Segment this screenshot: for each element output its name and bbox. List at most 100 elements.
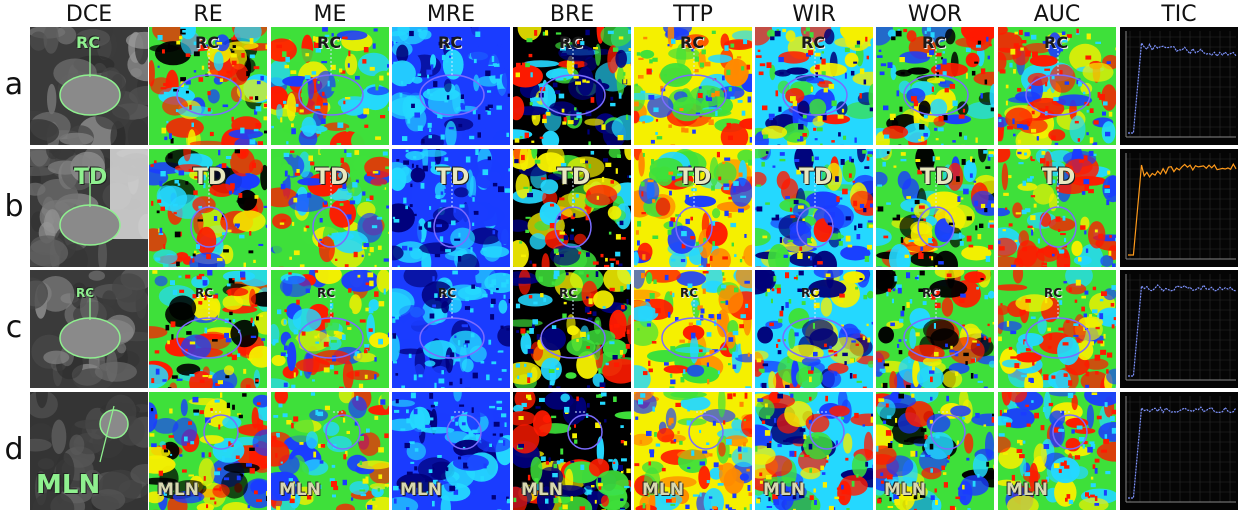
map-b-auc: TD	[998, 149, 1116, 267]
map-image-b-tic	[1120, 149, 1238, 267]
map-image-a-re	[149, 27, 267, 145]
map-image-c-auc	[998, 270, 1116, 388]
column-header-mre: MRE	[426, 2, 476, 27]
map-b-ttp: TD	[634, 149, 752, 267]
map-image-a-auc	[998, 27, 1116, 145]
lesion-label: RC	[195, 33, 220, 52]
row-label-c: c	[5, 310, 23, 345]
map-image-c-bre	[513, 270, 631, 388]
column-header-bre: BRE	[549, 2, 595, 27]
map-image-a-mre	[392, 27, 510, 145]
map-image-b-dce	[30, 149, 148, 267]
map-c-dce: RC	[30, 270, 148, 388]
lesion-label: MLN	[521, 480, 563, 500]
map-image-d-auc	[998, 392, 1116, 510]
map-c-ttp: RC	[634, 270, 752, 388]
map-b-me: TD	[271, 149, 389, 267]
map-a-wor: RC	[876, 27, 994, 145]
lesion-label: RC	[559, 286, 578, 300]
map-b-bre: TD	[513, 149, 631, 267]
lesion-label: TD	[74, 165, 108, 190]
map-a-dce: RC	[30, 27, 148, 145]
map-image-d-dce	[30, 392, 148, 510]
lesion-label: TD	[436, 165, 470, 190]
column-header-wir: WIR	[792, 2, 836, 27]
lesion-label: MLN	[642, 480, 684, 500]
map-c-re: RC	[149, 270, 267, 388]
map-c-tic	[1120, 270, 1238, 388]
lesion-label: TD	[557, 165, 591, 190]
lesion-label: RC	[195, 286, 214, 300]
map-image-d-me	[271, 392, 389, 510]
map-image-a-wor	[876, 27, 994, 145]
map-image-a-tic	[1120, 27, 1238, 145]
lesion-label: RC	[922, 286, 941, 300]
map-image-a-dce	[30, 27, 148, 145]
column-header-me: ME	[313, 2, 347, 27]
map-image-c-wor	[876, 270, 994, 388]
map-a-bre: RC	[513, 27, 631, 145]
lesion-label: RC	[680, 33, 705, 52]
lesion-label: RC	[317, 33, 342, 52]
row-label-d: d	[4, 432, 24, 467]
map-image-a-me	[271, 27, 389, 145]
lesion-label: RC	[922, 33, 947, 52]
lesion-label: RC	[801, 33, 826, 52]
map-image-c-wir	[755, 270, 873, 388]
map-d-dce: MLN	[30, 392, 148, 510]
map-image-a-bre	[513, 27, 631, 145]
map-d-re: MLN	[149, 392, 267, 510]
column-header-ttp: TTP	[673, 2, 713, 27]
map-d-bre: MLN	[513, 392, 631, 510]
map-image-c-me	[271, 270, 389, 388]
map-image-b-wor	[876, 149, 994, 267]
lesion-label: MLN	[1006, 480, 1048, 500]
map-d-wir: MLN	[755, 392, 873, 510]
map-image-b-ttp	[634, 149, 752, 267]
lesion-label: MLN	[157, 480, 199, 500]
map-a-mre: RC	[392, 27, 510, 145]
lesion-label: RC	[1044, 33, 1069, 52]
column-header-re: RE	[193, 2, 223, 27]
column-header-tic: TIC	[1161, 2, 1197, 27]
map-b-re: TD	[149, 149, 267, 267]
map-image-b-mre	[392, 149, 510, 267]
map-image-d-ttp	[634, 392, 752, 510]
map-c-bre: RC	[513, 270, 631, 388]
lesion-label: TD	[920, 165, 954, 190]
map-image-c-tic	[1120, 270, 1238, 388]
map-d-mre: MLN	[392, 392, 510, 510]
map-a-re: RC	[149, 27, 267, 145]
lesion-label: MLN	[884, 480, 926, 500]
map-c-mre: RC	[392, 270, 510, 388]
map-b-tic	[1120, 149, 1238, 267]
lesion-label: RC	[680, 286, 699, 300]
lesion-label: TD	[799, 165, 833, 190]
lesion-label: RC	[801, 286, 820, 300]
map-image-d-re	[149, 392, 267, 510]
row-label-b: b	[4, 189, 24, 224]
lesion-label: TD	[193, 165, 227, 190]
map-image-c-re	[149, 270, 267, 388]
lesion-label: RC	[1044, 286, 1063, 300]
map-image-a-wir	[755, 27, 873, 145]
lesion-label: MLN	[763, 480, 805, 500]
map-image-d-mre	[392, 392, 510, 510]
map-c-wor: RC	[876, 270, 994, 388]
map-d-me: MLN	[271, 392, 389, 510]
lesion-label: RC	[438, 286, 457, 300]
map-image-b-re	[149, 149, 267, 267]
map-image-d-tic	[1120, 392, 1238, 510]
map-a-tic	[1120, 27, 1238, 145]
lesion-label: MLN	[279, 480, 321, 500]
lesion-label: RC	[76, 286, 95, 300]
map-image-d-bre	[513, 392, 631, 510]
map-image-c-ttp	[634, 270, 752, 388]
lesion-label: MLN	[36, 470, 101, 500]
lesion-label: TD	[315, 165, 349, 190]
map-image-b-auc	[998, 149, 1116, 267]
map-c-auc: RC	[998, 270, 1116, 388]
map-a-auc: RC	[998, 27, 1116, 145]
column-header-dce: DCE	[65, 2, 113, 27]
map-a-me: RC	[271, 27, 389, 145]
